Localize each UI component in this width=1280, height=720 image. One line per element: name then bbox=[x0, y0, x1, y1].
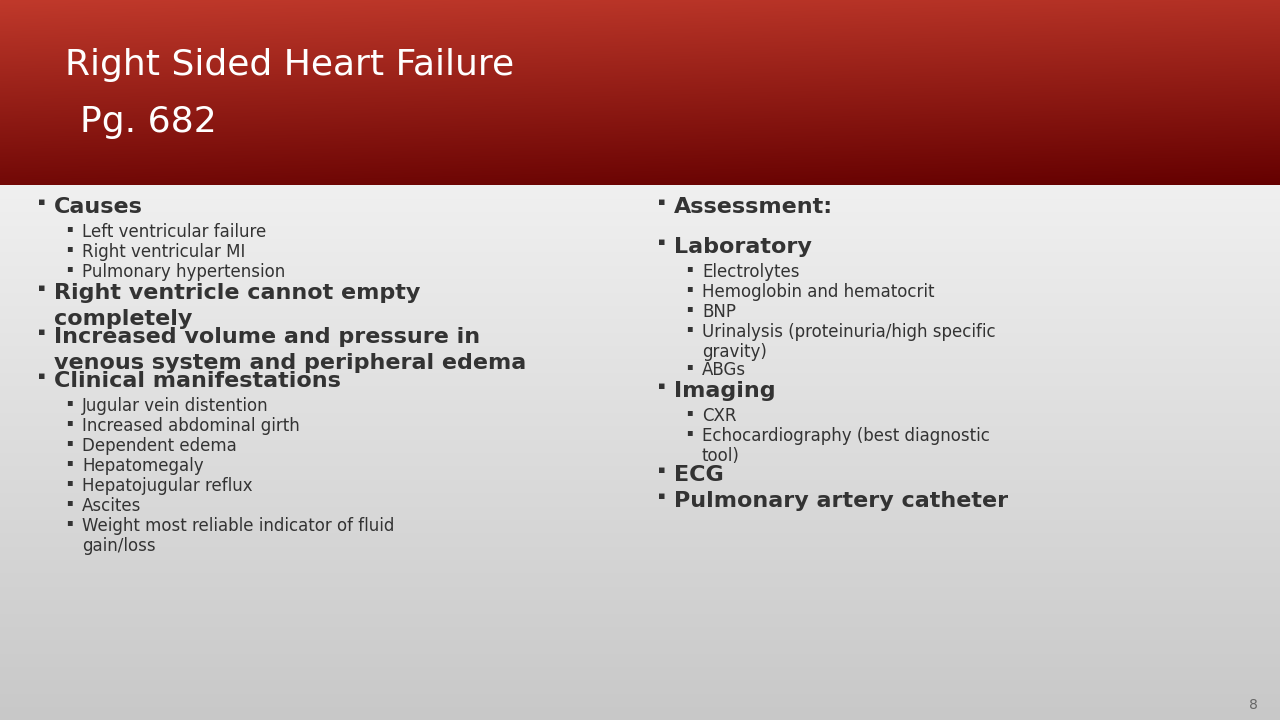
Text: ▪: ▪ bbox=[686, 263, 692, 273]
Text: ▪: ▪ bbox=[38, 371, 46, 381]
Text: gravity): gravity) bbox=[701, 343, 767, 361]
Text: ECG: ECG bbox=[675, 465, 723, 485]
Text: Assessment:: Assessment: bbox=[675, 197, 833, 217]
Text: completely: completely bbox=[54, 309, 192, 329]
Text: ▪: ▪ bbox=[686, 283, 692, 293]
Text: Jugular vein distention: Jugular vein distention bbox=[82, 397, 269, 415]
Text: Pg. 682: Pg. 682 bbox=[79, 105, 216, 139]
Text: venous system and peripheral edema: venous system and peripheral edema bbox=[54, 353, 526, 373]
Text: ▪: ▪ bbox=[67, 437, 73, 447]
Text: Clinical manifestations: Clinical manifestations bbox=[54, 371, 340, 391]
Text: ▪: ▪ bbox=[686, 427, 692, 437]
Text: Right ventricle cannot empty: Right ventricle cannot empty bbox=[54, 283, 420, 303]
Text: ▪: ▪ bbox=[38, 283, 46, 293]
Text: Hemoglobin and hematocrit: Hemoglobin and hematocrit bbox=[701, 283, 934, 301]
Text: gain/loss: gain/loss bbox=[82, 537, 156, 555]
Text: ▪: ▪ bbox=[67, 417, 73, 427]
Text: ▪: ▪ bbox=[686, 407, 692, 417]
Text: Imaging: Imaging bbox=[675, 381, 776, 401]
Text: ▪: ▪ bbox=[67, 397, 73, 407]
Text: Hepatomegaly: Hepatomegaly bbox=[82, 457, 204, 475]
Text: BNP: BNP bbox=[701, 303, 736, 321]
Text: Left ventricular failure: Left ventricular failure bbox=[82, 223, 266, 241]
Text: ▪: ▪ bbox=[67, 263, 73, 273]
Text: Pulmonary artery catheter: Pulmonary artery catheter bbox=[675, 491, 1009, 511]
Text: Urinalysis (proteinuria/high specific: Urinalysis (proteinuria/high specific bbox=[701, 323, 996, 341]
Text: Laboratory: Laboratory bbox=[675, 237, 812, 257]
Text: Electrolytes: Electrolytes bbox=[701, 263, 800, 281]
Text: Causes: Causes bbox=[54, 197, 143, 217]
Text: ▪: ▪ bbox=[658, 197, 666, 207]
Text: ABGs: ABGs bbox=[701, 361, 746, 379]
Text: Echocardiography (best diagnostic: Echocardiography (best diagnostic bbox=[701, 427, 989, 445]
Text: Right Sided Heart Failure: Right Sided Heart Failure bbox=[65, 48, 515, 82]
Text: Weight most reliable indicator of fluid: Weight most reliable indicator of fluid bbox=[82, 517, 394, 535]
Text: ▪: ▪ bbox=[67, 223, 73, 233]
Text: ▪: ▪ bbox=[658, 381, 666, 391]
Text: 8: 8 bbox=[1249, 698, 1258, 712]
Text: ▪: ▪ bbox=[658, 237, 666, 247]
Text: ▪: ▪ bbox=[686, 361, 692, 371]
Text: ▪: ▪ bbox=[67, 497, 73, 507]
Text: Hepatojugular reflux: Hepatojugular reflux bbox=[82, 477, 252, 495]
Text: Right ventricular MI: Right ventricular MI bbox=[82, 243, 246, 261]
Text: ▪: ▪ bbox=[658, 491, 666, 501]
Text: Increased abdominal girth: Increased abdominal girth bbox=[82, 417, 300, 435]
Text: Pulmonary hypertension: Pulmonary hypertension bbox=[82, 263, 285, 281]
Text: Ascites: Ascites bbox=[82, 497, 141, 515]
Text: ▪: ▪ bbox=[686, 323, 692, 333]
Text: ▪: ▪ bbox=[658, 465, 666, 475]
Text: Dependent edema: Dependent edema bbox=[82, 437, 237, 455]
Text: ▪: ▪ bbox=[67, 477, 73, 487]
Text: CXR: CXR bbox=[701, 407, 736, 425]
Text: ▪: ▪ bbox=[686, 303, 692, 313]
Text: ▪: ▪ bbox=[38, 327, 46, 337]
Text: tool): tool) bbox=[701, 447, 740, 465]
Text: ▪: ▪ bbox=[38, 197, 46, 207]
Text: ▪: ▪ bbox=[67, 457, 73, 467]
Text: ▪: ▪ bbox=[67, 517, 73, 527]
Text: ▪: ▪ bbox=[67, 243, 73, 253]
Text: Increased volume and pressure in: Increased volume and pressure in bbox=[54, 327, 480, 347]
